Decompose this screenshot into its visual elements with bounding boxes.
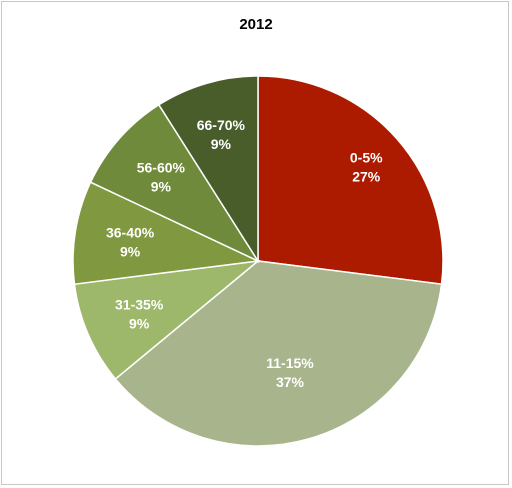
pie-slice-0-5%: [257, 75, 444, 286]
slice-value-label: 37%: [276, 374, 305, 390]
slice-value-label: 9%: [151, 178, 172, 194]
slice-value-label: 9%: [129, 315, 150, 331]
slice-value-label: 9%: [120, 244, 141, 260]
slice-category-label: 0-5%: [350, 150, 383, 166]
pie-slice-36-40%: [72, 181, 261, 286]
chart-title: 2012: [239, 16, 273, 33]
slice-category-label: 36-40%: [106, 225, 155, 241]
slice-value-label: 9%: [211, 136, 232, 152]
slice-category-label: 66-70%: [197, 117, 246, 133]
slice-category-label: 31-35%: [115, 296, 164, 312]
slice-category-label: 56-60%: [137, 159, 186, 175]
pie-slice-11-15%: [114, 260, 443, 447]
pie-slice-31-35%: [73, 259, 261, 380]
pie-slice-66-70%: [157, 75, 259, 264]
slice-category-label: 11-15%: [266, 355, 314, 371]
pie-slice-56-60%: [89, 103, 261, 263]
slice-value-label: 27%: [352, 169, 381, 185]
